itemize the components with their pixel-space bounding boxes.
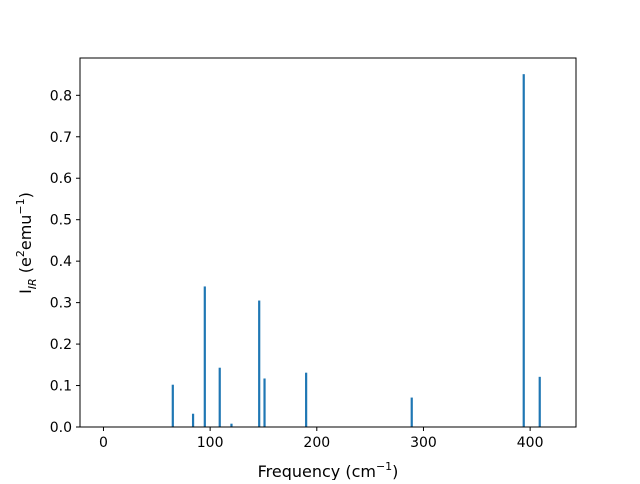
y-tick-label: 0.0 — [50, 420, 72, 436]
y-axis-label-i: I — [16, 289, 35, 294]
bar-4 — [230, 423, 233, 427]
bar-7 — [305, 372, 308, 427]
bar-9 — [522, 74, 525, 427]
bar-2 — [203, 286, 206, 427]
bar-8 — [410, 397, 413, 427]
x-axis-ticks: 0 100 200 300 400 — [99, 427, 544, 451]
y-tick-label: 0.7 — [50, 130, 72, 146]
x-tick-label: 400 — [517, 435, 544, 451]
bar-5 — [258, 300, 261, 427]
x-axis-label-main: Frequency (cm — [258, 462, 376, 480]
y-tick-label: 0.3 — [50, 296, 72, 312]
bar-3 — [218, 367, 221, 427]
x-tick-label: 0 — [99, 435, 108, 451]
y-tick-label: 0.1 — [50, 379, 72, 395]
y-tick-label: 0.4 — [50, 254, 72, 270]
y-tick-label: 0.6 — [50, 171, 72, 187]
plot-frame — [79, 57, 577, 428]
x-axis-label: Frequency (cm−1) — [258, 460, 399, 480]
y-axis-label-sup-neg1: −1 — [14, 198, 27, 214]
y-axis-label-unit-open: (e — [16, 257, 35, 278]
y-axis-label: IIR (e2emu−1) — [14, 192, 39, 294]
bar-1 — [191, 413, 195, 427]
y-axis-label-emu: emu — [16, 215, 35, 251]
x-axis-label-close: ) — [392, 462, 398, 480]
y-axis-ticks: 0.0 0.1 0.2 0.3 0.4 0.5 0.6 0.7 0.8 — [50, 88, 80, 436]
bar-0 — [171, 384, 174, 427]
y-axis-label-sub: IR — [26, 278, 39, 289]
y-tick-label: 0.2 — [50, 337, 72, 353]
y-axis-label-close: ) — [16, 192, 35, 198]
y-tick-label: 0.5 — [50, 213, 72, 229]
x-tick-label: 100 — [197, 435, 224, 451]
bar-10 — [538, 376, 541, 427]
bar-6 — [263, 378, 266, 427]
x-tick-label: 300 — [410, 435, 437, 451]
y-axis-label-sup-2: 2 — [14, 250, 27, 257]
x-axis-label-sup: −1 — [376, 460, 392, 473]
bar-group — [171, 74, 541, 427]
x-tick-label: 200 — [303, 435, 330, 451]
y-tick-label: 0.8 — [50, 88, 72, 104]
